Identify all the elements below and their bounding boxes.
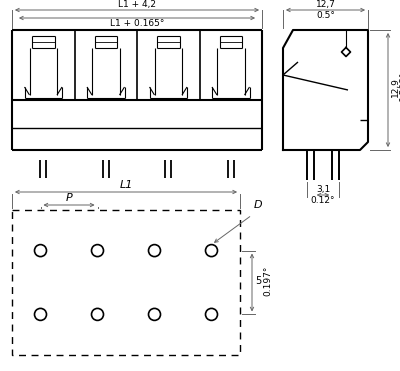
Text: P: P	[66, 193, 72, 203]
Text: 3,1: 3,1	[316, 185, 330, 194]
Text: L1 + 0.165°: L1 + 0.165°	[110, 19, 164, 28]
Text: D: D	[254, 200, 263, 210]
Text: L1 + 4,2: L1 + 4,2	[118, 0, 156, 9]
Text: L1: L1	[119, 180, 133, 190]
Text: 0.197°: 0.197°	[263, 265, 272, 296]
Text: 0.508°: 0.508°	[399, 72, 400, 102]
Bar	[12, 210, 240, 355]
Text: 0.5°: 0.5°	[316, 11, 335, 20]
Text: 0.12°: 0.12°	[311, 196, 335, 205]
Text: 5: 5	[255, 276, 261, 286]
Text: 12,7: 12,7	[316, 0, 336, 9]
Text: 12,9: 12,9	[391, 77, 400, 97]
